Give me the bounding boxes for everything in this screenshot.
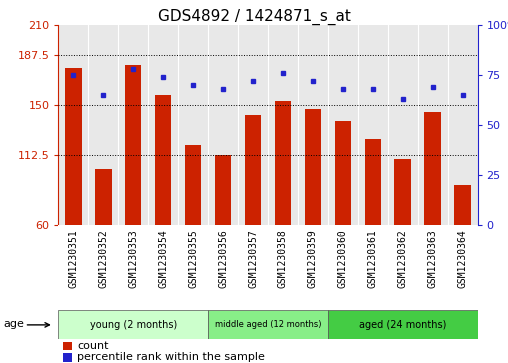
Bar xyxy=(58,310,208,339)
Text: GSM1230363: GSM1230363 xyxy=(428,229,437,288)
Text: count: count xyxy=(77,340,109,351)
Text: GSM1230360: GSM1230360 xyxy=(338,229,348,288)
Text: GSM1230362: GSM1230362 xyxy=(398,229,408,288)
Bar xyxy=(155,95,171,225)
Bar xyxy=(65,68,82,225)
Text: age: age xyxy=(3,319,24,329)
Text: young (2 months): young (2 months) xyxy=(89,320,177,330)
Bar xyxy=(62,342,72,350)
Text: GDS4892 / 1424871_s_at: GDS4892 / 1424871_s_at xyxy=(157,9,351,25)
Bar xyxy=(62,353,72,362)
Bar xyxy=(185,145,201,225)
Text: GSM1230351: GSM1230351 xyxy=(69,229,78,288)
Text: GSM1230356: GSM1230356 xyxy=(218,229,228,288)
Bar xyxy=(215,155,231,225)
Text: GSM1230359: GSM1230359 xyxy=(308,229,318,288)
Bar xyxy=(335,121,351,225)
Text: GSM1230355: GSM1230355 xyxy=(188,229,198,288)
Bar xyxy=(95,169,112,225)
Bar xyxy=(125,65,142,225)
Bar xyxy=(424,112,441,225)
Bar xyxy=(394,159,411,225)
Text: GSM1230353: GSM1230353 xyxy=(128,229,138,288)
Text: aged (24 months): aged (24 months) xyxy=(359,320,447,330)
Text: GSM1230361: GSM1230361 xyxy=(368,229,378,288)
Text: percentile rank within the sample: percentile rank within the sample xyxy=(77,352,265,362)
Text: GSM1230352: GSM1230352 xyxy=(99,229,108,288)
Bar xyxy=(245,115,261,225)
Text: GSM1230357: GSM1230357 xyxy=(248,229,258,288)
Bar xyxy=(365,139,381,225)
Bar xyxy=(328,310,478,339)
Bar xyxy=(275,101,291,225)
Bar xyxy=(208,310,328,339)
Text: GSM1230358: GSM1230358 xyxy=(278,229,288,288)
Text: GSM1230354: GSM1230354 xyxy=(158,229,168,288)
Bar xyxy=(454,185,471,225)
Text: middle aged (12 months): middle aged (12 months) xyxy=(215,321,321,329)
Bar xyxy=(305,109,321,225)
Text: GSM1230364: GSM1230364 xyxy=(458,229,467,288)
